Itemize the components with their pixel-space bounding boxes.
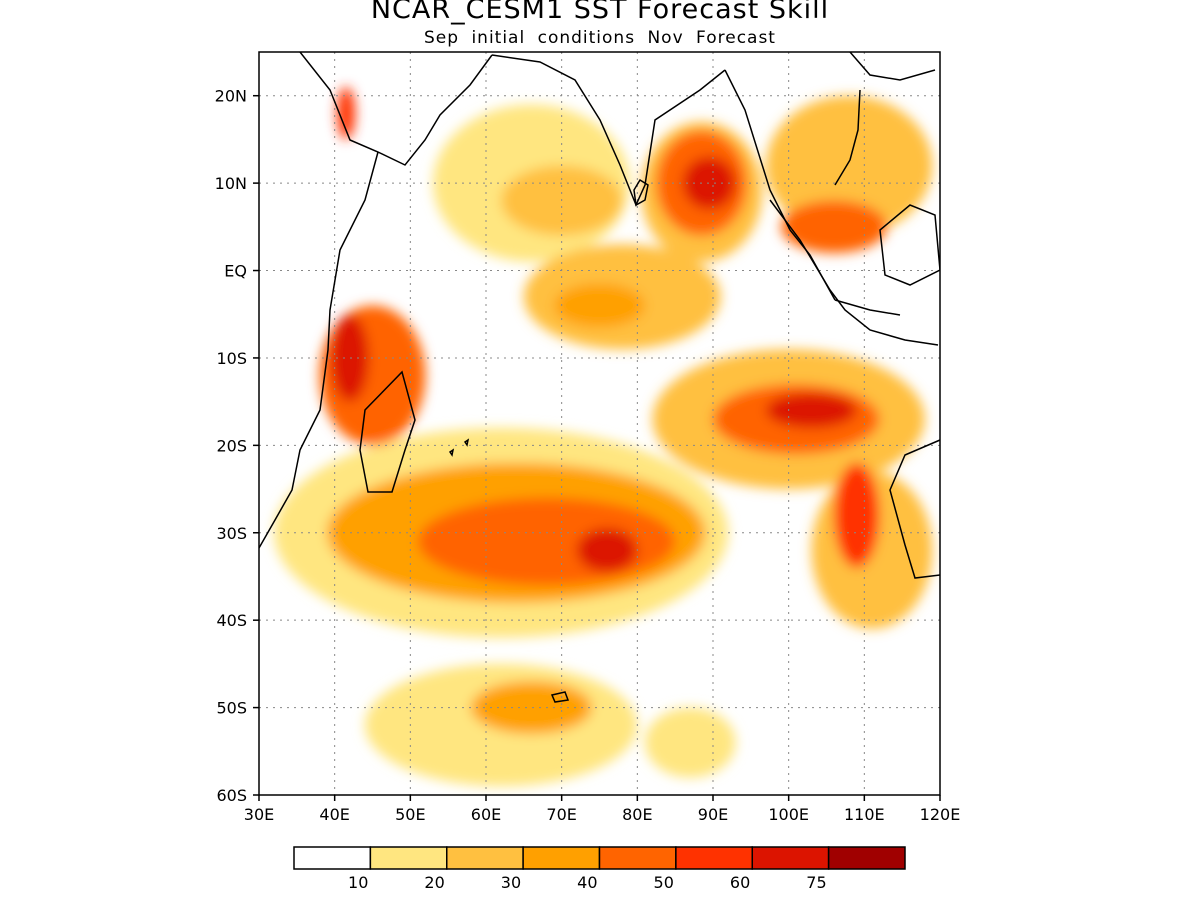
lon-tick-label: 70E xyxy=(546,805,576,824)
colorbar-swatch xyxy=(369,846,448,870)
skill-region-equatorial-core xyxy=(554,283,645,328)
axes: 30E 40E 50E 60E 70E 80E 90E 100E 110E 120E 20N 10N E… xyxy=(215,51,961,824)
lon-tick-label: 60E xyxy=(471,805,501,824)
lon-tick-label: 90E xyxy=(698,805,728,824)
lon-tick-label: 110E xyxy=(844,805,885,824)
sumatra-java-coastline xyxy=(769,199,939,346)
skill-region-mozambique-core xyxy=(330,314,369,402)
africa-coastline xyxy=(259,52,493,549)
lon-tick-label: 30E xyxy=(244,805,274,824)
india-coastline xyxy=(491,54,726,207)
colorbar-label: 30 xyxy=(501,873,521,892)
sri-lanka-coastline xyxy=(633,178,649,207)
skill-region-southern-ocean-core xyxy=(470,681,592,734)
colorbar-swatch xyxy=(675,846,753,870)
lat-tick-label: 50S xyxy=(216,699,247,718)
colorbar-swatch xyxy=(598,846,677,870)
lat-tick-label: EQ xyxy=(224,262,247,281)
skill-region-far-south-east xyxy=(644,707,736,778)
map-title: NCAR_CESM1 SST Forecast Skill xyxy=(370,0,830,25)
lat-tick-label: 20N xyxy=(215,87,247,106)
colorbar-label: 60 xyxy=(730,873,750,892)
colorbar-swatch xyxy=(293,846,372,870)
colorbar-label: 20 xyxy=(424,873,444,892)
colorbar-swatch xyxy=(751,846,830,870)
gridlines xyxy=(259,52,940,795)
lat-tick-label: 10S xyxy=(216,349,247,368)
lon-tick-label: 120E xyxy=(920,805,961,824)
colorbar-label: 75 xyxy=(806,873,826,892)
borneo-coastline xyxy=(879,204,940,286)
plot-frame xyxy=(258,51,941,796)
southeast-asia-coastline xyxy=(724,52,936,316)
colorbar: 10 20 30 40 50 60 75 xyxy=(293,846,906,892)
lat-tick-label: 60S xyxy=(216,786,247,805)
colorbar-swatch xyxy=(522,846,601,870)
skill-region-west-australia-core xyxy=(834,462,880,568)
skill-region-south-indian-band-core xyxy=(576,528,638,573)
colorbar-swatch xyxy=(446,846,524,870)
skill-region-bay-of-bengal-core xyxy=(682,156,736,210)
lon-tick-label: 50E xyxy=(395,805,425,824)
lat-tick-label: 20S xyxy=(216,436,247,455)
colorbar-label: 10 xyxy=(348,873,368,892)
skill-region-south-china-sea-core xyxy=(781,200,888,254)
skill-region-south-china-sea xyxy=(765,95,933,236)
map-subtitle: Sep initial conditions Nov Forecast xyxy=(424,28,776,48)
lat-tick-label: 10N xyxy=(215,174,247,193)
skill-region-south-indian-band-inner xyxy=(417,497,676,586)
lon-tick-label: 100E xyxy=(768,805,809,824)
kerguelen-coastline xyxy=(550,691,570,703)
skill-shading-layer xyxy=(274,86,933,787)
mascarene-islands xyxy=(448,438,470,457)
coastlines xyxy=(259,52,940,703)
lat-tick-label: 40S xyxy=(216,611,247,630)
lon-tick-label: 40E xyxy=(319,805,349,824)
colorbar-swatch xyxy=(827,846,906,870)
colorbar-label: 40 xyxy=(577,873,597,892)
skill-region-arabian-sea-coast xyxy=(336,86,356,140)
lon-tick-label: 80E xyxy=(622,805,652,824)
skill-region-southeast-indian-core xyxy=(765,392,857,428)
colorbar-label: 50 xyxy=(654,873,674,892)
australia-coastline xyxy=(889,439,940,579)
madagascar-coastline xyxy=(359,370,416,493)
lat-tick-label: 30S xyxy=(216,524,247,543)
